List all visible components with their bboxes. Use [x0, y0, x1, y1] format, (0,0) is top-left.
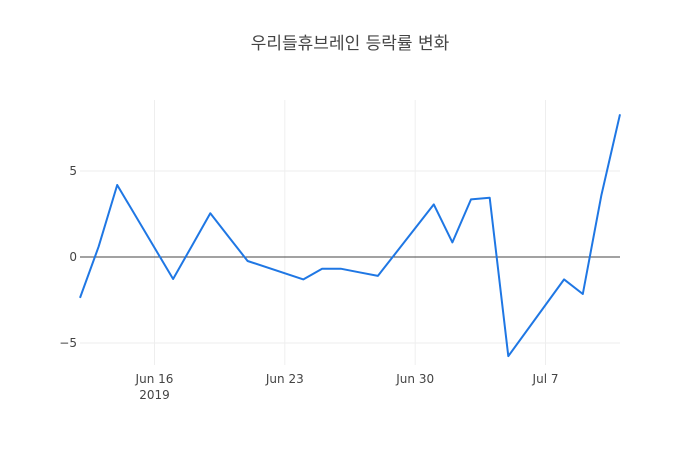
x-tick-label: Jul 7 [532, 372, 559, 386]
x-tick-label: Jun 23 [265, 372, 304, 386]
y-axis-ticks: 5 0 −5 [59, 164, 77, 350]
y-tick-label: 5 [69, 164, 77, 178]
x-tick-label: Jun 16 [135, 372, 174, 386]
x-axis-ticks: Jun 16 2019 Jun 23 Jun 30 Jul 7 [135, 372, 559, 402]
chart-title: 우리들휴브레인 등락률 변화 [251, 34, 450, 54]
plot-area [79, 114, 621, 358]
x-tick-year-label: 2019 [139, 388, 170, 402]
y-tick-label: 0 [69, 250, 77, 264]
series-line [79, 114, 621, 358]
y-gridlines [80, 170, 620, 344]
y-tick-label: −5 [59, 336, 77, 350]
x-tick-label: Jun 30 [395, 372, 434, 386]
x-gridlines [153, 100, 547, 365]
